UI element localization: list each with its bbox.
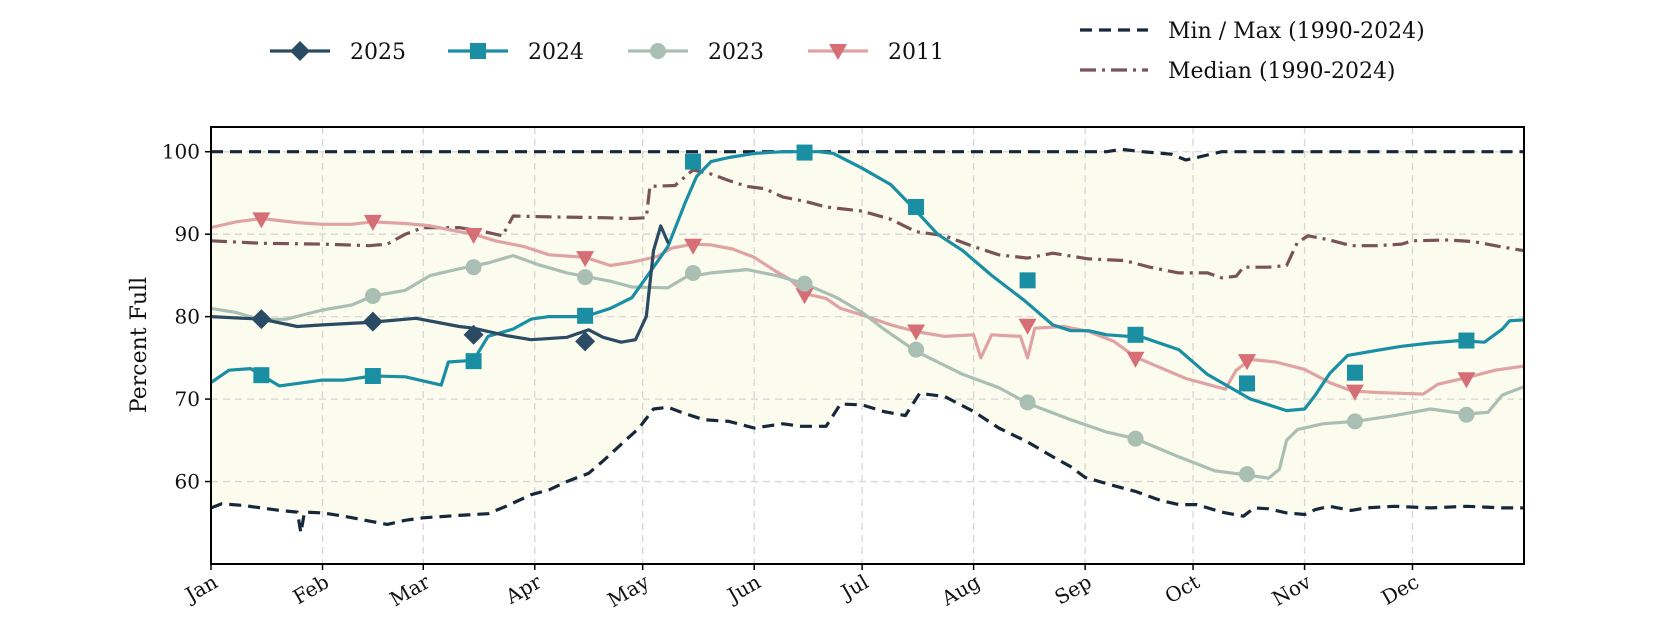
legend: 2025 2024 2023 2011 Min / Max (1990-2024) Med… xyxy=(270,19,1425,84)
data-point-2025-0 xyxy=(251,309,272,330)
legend-item-2011: 2011 xyxy=(808,40,944,65)
data-point-2023-6 xyxy=(1019,394,1036,411)
data-point-2023-2 xyxy=(577,269,594,286)
series-line-2024 xyxy=(211,150,1524,413)
data-point-2023-8 xyxy=(1239,466,1256,483)
legend-label: 2011 xyxy=(888,40,944,65)
x-tick-label-apr: Apr xyxy=(501,569,546,609)
x-tick-label-nov: Nov xyxy=(1268,569,1316,611)
legend-label: 2023 xyxy=(708,40,764,65)
legend-label: Min / Max (1990-2024) xyxy=(1168,19,1425,44)
x-axis: Jan Feb Mar Apr May Jun Jul Aug Sep Oct Nov Dec xyxy=(179,564,1423,612)
data-point-2023-0 xyxy=(364,288,381,305)
data-point-2024-1 xyxy=(364,368,381,385)
legend-label: Median (1990-2024) xyxy=(1168,59,1396,84)
y-axis-label: Percent Full xyxy=(127,277,152,413)
data-point-2011-5 xyxy=(795,288,814,305)
data-point-2024-2 xyxy=(465,353,482,370)
legend-swatch-marker xyxy=(650,43,666,59)
data-point-2024-6 xyxy=(908,198,925,215)
x-tick-label-feb: Feb xyxy=(289,570,333,609)
data-point-2011-2 xyxy=(464,228,483,245)
legend-item-2023: 2023 xyxy=(628,40,764,65)
data-point-2023-4 xyxy=(796,275,813,292)
min-max-band xyxy=(211,149,1524,533)
legend-item-median-1990-2024: Median (1990-2024) xyxy=(1080,59,1396,84)
data-point-2011-3 xyxy=(576,251,595,268)
data-point-2024-7 xyxy=(1019,272,1036,289)
y-tick-label-70: 70 xyxy=(175,387,200,411)
series-line-2025 xyxy=(211,224,670,344)
data-point-2011-10 xyxy=(1345,384,1364,401)
x-tick-label-aug: Aug xyxy=(936,569,984,610)
data-point-2023-3 xyxy=(685,264,702,281)
data-point-2024-4 xyxy=(685,153,702,170)
data-point-2023-9 xyxy=(1346,413,1363,430)
y-tick-label-100: 100 xyxy=(162,140,200,164)
plot-frame xyxy=(210,126,1525,565)
data-point-2011-6 xyxy=(907,324,926,341)
legend-label: 2024 xyxy=(528,40,584,65)
legend-swatch-marker xyxy=(470,43,486,59)
data-point-2011-8 xyxy=(1126,351,1145,368)
data-point-2024-11 xyxy=(1458,332,1475,349)
series-line-min-max-1990-2024-min xyxy=(211,391,1524,535)
data-point-2023-5 xyxy=(908,341,925,358)
data-point-2023-7 xyxy=(1127,430,1144,447)
data-point-2011-4 xyxy=(684,238,703,255)
data-point-2025-2 xyxy=(463,324,484,345)
y-tick-label-80: 80 xyxy=(175,305,200,329)
legend-item-2024: 2024 xyxy=(448,40,584,65)
series-line-min-max-1990-2024-max xyxy=(211,147,1524,162)
data-point-2024-0 xyxy=(253,367,270,384)
data-point-2011-7 xyxy=(1018,318,1037,335)
data-point-2025-3 xyxy=(575,331,596,352)
data-point-2024-8 xyxy=(1127,326,1144,343)
data-point-2011-11 xyxy=(1457,372,1476,389)
data-point-2025-1 xyxy=(362,311,383,332)
data-point-2011-1 xyxy=(363,214,382,231)
series-line-2023 xyxy=(211,254,1524,480)
data-point-2024-5 xyxy=(796,144,813,161)
data-point-2023-1 xyxy=(465,259,482,276)
data-point-2011-9 xyxy=(1238,354,1257,371)
y-axis: 60 70 80 90 100 xyxy=(162,140,211,494)
data-point-2024-9 xyxy=(1239,375,1256,392)
x-tick-label-dec: Dec xyxy=(1377,570,1423,610)
x-tick-label-mar: Mar xyxy=(385,569,434,611)
legend-swatch-marker xyxy=(829,44,847,60)
x-tick-label-oct: Oct xyxy=(1161,570,1204,609)
data-point-2024-3 xyxy=(577,307,594,324)
x-tick-label-jul: Jul xyxy=(835,570,872,605)
series-line-median-1990-2024 xyxy=(211,168,1524,280)
x-tick-label-jan: Jan xyxy=(179,569,221,607)
series-layer xyxy=(211,147,1524,535)
marker-layer xyxy=(251,144,1476,483)
x-tick-label-sep: Sep xyxy=(1050,570,1095,610)
legend-label: 2025 xyxy=(350,40,406,65)
x-tick-label-jun: Jun xyxy=(722,569,765,608)
legend-item-2025: 2025 xyxy=(270,40,406,65)
y-tick-label-90: 90 xyxy=(175,222,200,246)
min-max-band-layer xyxy=(211,149,1524,533)
x-tick-label-may: May xyxy=(603,569,653,612)
legend-swatch-marker xyxy=(290,41,310,61)
y-tick-label-60: 60 xyxy=(175,470,200,494)
legend-item-min-max-1990-2024: Min / Max (1990-2024) xyxy=(1080,19,1425,44)
data-point-2024-10 xyxy=(1346,364,1363,381)
data-point-2023-10 xyxy=(1458,406,1475,423)
data-point-2011-0 xyxy=(252,212,271,229)
